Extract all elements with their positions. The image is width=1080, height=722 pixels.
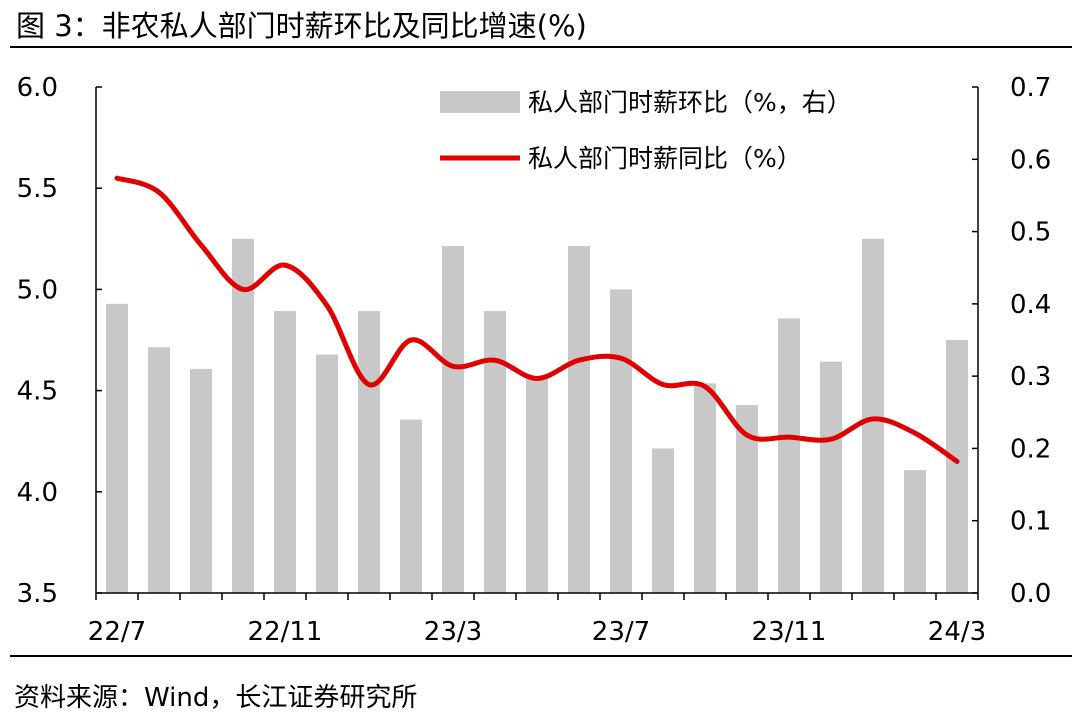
right-tick-label: 0.5 [1010, 218, 1051, 248]
axes: 3.5 4.0 4.5 5.0 5.5 6.0 0.0 0.1 0.2 0.3 0.4 0.5 0.6 0… [17, 73, 1052, 647]
bar-24/2 [904, 470, 926, 593]
right-tick-label: 0.3 [1010, 362, 1051, 392]
bar-23/10 [736, 405, 758, 593]
bar-23/4 [484, 311, 506, 593]
x-tick-label: 22/7 [88, 617, 146, 647]
legend-label-line: 私人部门时薪同比（%） [528, 144, 802, 173]
x-tick-label: 23/3 [424, 617, 482, 647]
bar-23/5 [526, 376, 548, 593]
right-tick-label: 0.4 [1010, 290, 1051, 320]
bar-22/7 [106, 303, 128, 593]
bar-22/12 [316, 354, 338, 593]
bar-22/11 [274, 311, 296, 593]
left-tick-label: 5.0 [17, 275, 58, 305]
bar-23/9 [694, 383, 716, 593]
x-tick-label: 24/3 [928, 617, 986, 647]
bar-23/12 [820, 361, 842, 593]
bar-series [106, 238, 968, 594]
right-tick-label: 0.0 [1010, 579, 1051, 609]
right-tick-label: 0.1 [1010, 507, 1051, 537]
left-tick-label: 4.5 [17, 377, 58, 407]
legend-label-bar: 私人部门时薪环比（%，右） [528, 88, 852, 117]
right-tick-label: 0.6 [1010, 145, 1051, 175]
x-tick-label: 23/7 [592, 617, 650, 647]
bar-24/1 [862, 238, 884, 594]
bar-23/2 [400, 419, 422, 593]
line-series [114, 175, 960, 464]
bar-23/1 [358, 311, 380, 593]
bar-24/3 [946, 340, 968, 593]
bar-22/10 [232, 238, 254, 594]
top-rule [10, 46, 1072, 48]
left-tick-label: 6.0 [17, 73, 58, 103]
figure-title: 图 3：非农私人部门时薪环比及同比增速(%) [16, 9, 587, 43]
bottom-rule [10, 655, 1072, 657]
right-tick-label: 0.2 [1010, 434, 1051, 464]
bar-23/8 [652, 448, 674, 593]
right-tick-label: 0.7 [1010, 73, 1051, 103]
x-tick-label: 23/11 [752, 617, 827, 647]
x-tick-label: 22/11 [248, 617, 323, 647]
bar-23/7 [610, 289, 632, 593]
chart: 3.5 4.0 4.5 5.0 5.5 6.0 0.0 0.1 0.2 0.3 0.4 0.5 0.6 0… [17, 73, 1052, 647]
left-tick-label: 5.5 [17, 174, 58, 204]
legend: 私人部门时薪环比（%，右） 私人部门时薪同比（%） [440, 88, 852, 173]
bar-23/11 [778, 318, 800, 593]
legend-swatch-bar [440, 91, 520, 113]
yoy-line [114, 175, 960, 464]
source-note: 资料来源：Wind，长江证券研究所 [14, 683, 418, 713]
bar-23/3 [442, 246, 464, 593]
bar-23/6 [568, 246, 590, 593]
left-tick-label: 4.0 [17, 478, 58, 508]
bar-22/8 [148, 347, 170, 593]
bar-22/9 [190, 368, 212, 593]
left-tick-label: 3.5 [17, 579, 58, 609]
